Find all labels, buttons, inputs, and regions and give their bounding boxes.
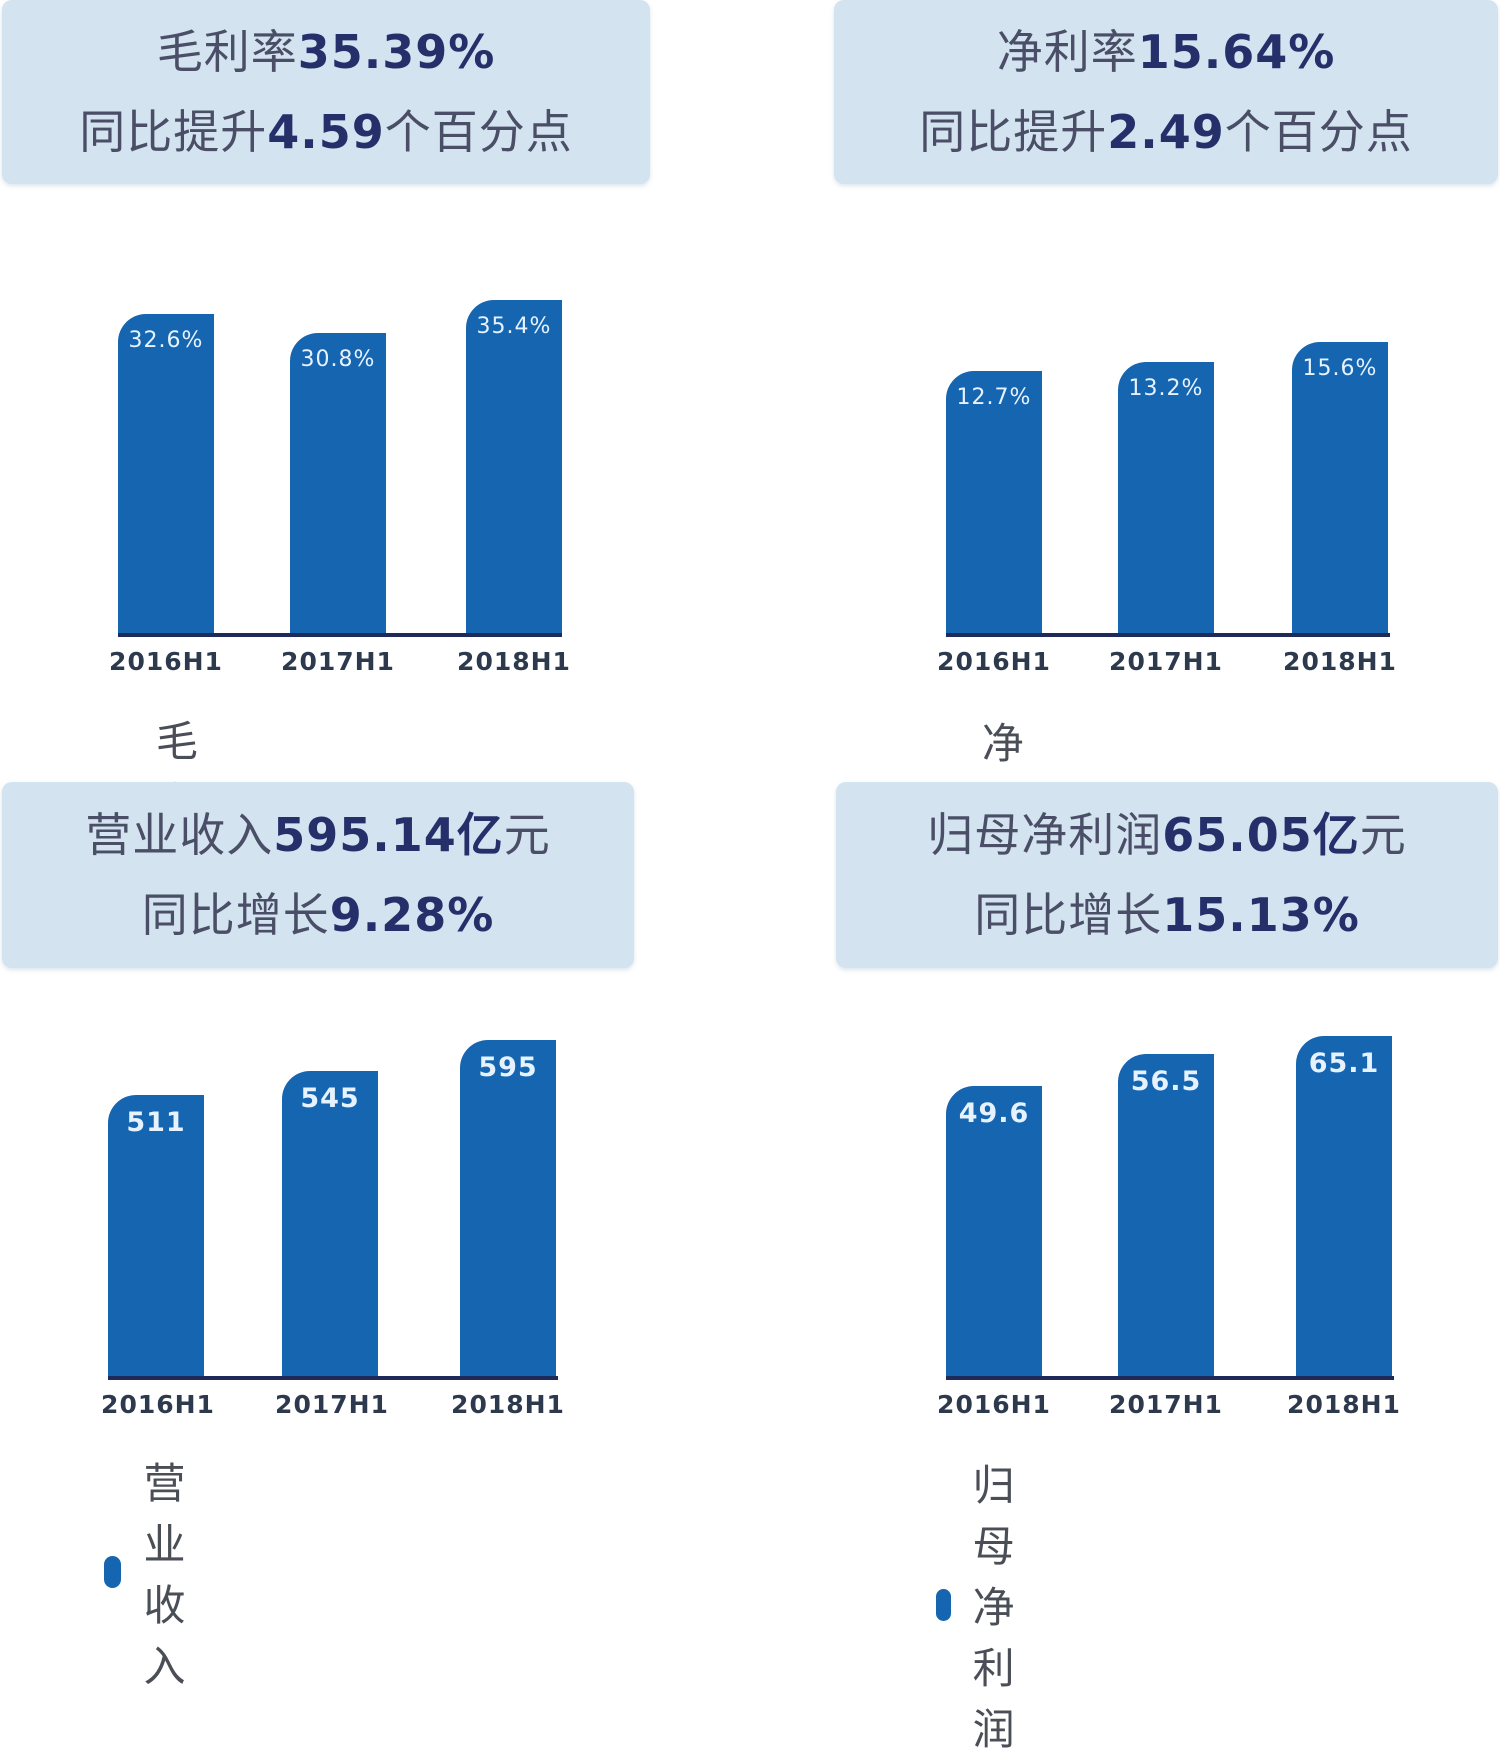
x-tick-label: 2017H1	[281, 647, 395, 676]
legend: 营业收入	[104, 1450, 215, 1694]
net-profit-chart: 49.6 56.5 65.1	[938, 1000, 1408, 1378]
bar-2017h1: 30.8%	[290, 333, 386, 636]
x-tick-label: 2017H1	[1109, 647, 1223, 676]
bar-value-label: 65.1	[1308, 1048, 1380, 1079]
bar-value-label: 49.6	[958, 1098, 1030, 1129]
bar-2017h1: 13.2%	[1118, 362, 1214, 636]
bar-2017h1: 545	[282, 1071, 378, 1378]
net-margin-chart: 12.7% 13.2% 15.6%	[938, 200, 1398, 636]
x-tick-label: 2018H1	[1287, 1390, 1401, 1419]
bar-value-label: 13.2%	[1128, 376, 1204, 401]
x-tick-label: 2018H1	[451, 1390, 565, 1419]
bar-value-label: 30.8%	[300, 347, 376, 372]
legend: 归母净利润	[936, 1452, 1047, 1757]
x-axis-line	[946, 633, 1390, 637]
bar-2017h1: 56.5	[1118, 1054, 1214, 1378]
bar-2018h1: 35.4%	[466, 300, 562, 636]
revenue-header: 营业收入595.14亿元 同比增长9.28%	[2, 782, 634, 968]
bar-value-label: 56.5	[1130, 1066, 1202, 1097]
x-tick-label: 2016H1	[101, 1390, 215, 1419]
x-axis-line	[946, 1376, 1394, 1380]
bar-2016h1: 49.6	[946, 1086, 1042, 1378]
net-margin-header: 净利率15.64% 同比提升2.49个百分点	[834, 0, 1498, 184]
bar-value-label: 545	[300, 1083, 360, 1114]
x-tick-label: 2016H1	[109, 647, 223, 676]
x-tick-label: 2016H1	[937, 647, 1051, 676]
x-tick-label: 2017H1	[275, 1390, 389, 1419]
bar-2018h1: 595	[460, 1040, 556, 1378]
bar-2018h1: 15.6%	[1292, 342, 1388, 636]
bar-value-label: 35.4%	[476, 314, 552, 339]
bar-2016h1: 32.6%	[118, 314, 214, 636]
bar-value-label: 32.6%	[128, 328, 204, 353]
gross-margin-chart: 32.6% 30.8% 35.4%	[110, 200, 570, 636]
x-axis-line	[118, 633, 562, 637]
gross-margin-header: 毛利率35.39% 同比提升4.59个百分点	[2, 0, 650, 184]
bar-value-label: 511	[126, 1107, 186, 1138]
bar-value-label: 595	[478, 1052, 538, 1083]
net-profit-header: 归母净利润65.05亿元 同比增长15.13%	[836, 782, 1498, 968]
bar-2016h1: 12.7%	[946, 371, 1042, 636]
bar-value-label: 12.7%	[956, 385, 1032, 410]
legend-swatch-icon	[936, 1588, 951, 1621]
legend-swatch-icon	[104, 1556, 122, 1588]
x-tick-label: 2017H1	[1109, 1390, 1223, 1419]
revenue-chart: 511 545 595	[100, 1000, 570, 1378]
bar-value-label: 15.6%	[1302, 356, 1378, 381]
x-axis-line	[108, 1376, 558, 1380]
bar-2016h1: 511	[108, 1095, 204, 1378]
bar-2018h1: 65.1	[1296, 1036, 1392, 1378]
x-tick-label: 2016H1	[937, 1390, 1051, 1419]
x-tick-label: 2018H1	[457, 647, 571, 676]
x-tick-label: 2018H1	[1283, 647, 1397, 676]
